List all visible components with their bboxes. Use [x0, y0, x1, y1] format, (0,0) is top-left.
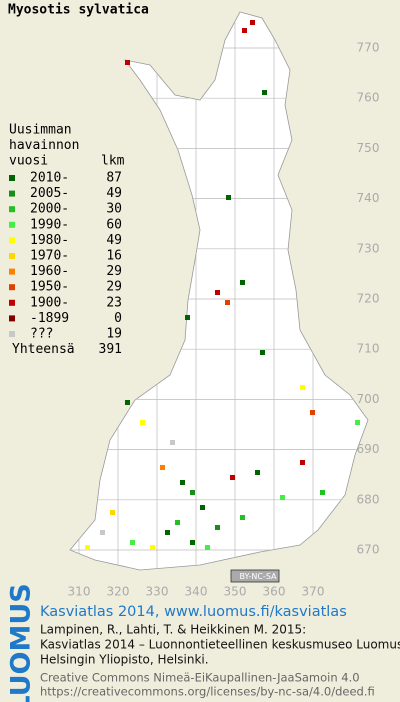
- northing-label: 700: [357, 392, 380, 406]
- legend-heading: Uusimman: [9, 123, 72, 138]
- easting-label: 360: [263, 585, 286, 599]
- legend-swatch: [9, 284, 15, 291]
- legend-total-label: Yhteensä: [12, 342, 75, 357]
- legend-swatch: [9, 299, 15, 306]
- citation-line: Kasviatlas 2014 – Luonnontieteellinen ke…: [40, 638, 400, 652]
- legend-label: 2005-: [30, 186, 69, 201]
- northing-label: 680: [357, 492, 380, 506]
- legend-swatch: [9, 331, 15, 337]
- legend-label: 1970-: [30, 249, 69, 264]
- license-badge-text: BY-NC-SA: [239, 572, 277, 581]
- legend-label: 1980-: [30, 233, 69, 248]
- legend-swatch: [9, 175, 15, 181]
- legend-label: 2010-: [30, 171, 69, 186]
- legend-total: 391: [99, 342, 122, 357]
- legend-swatch: [9, 237, 15, 244]
- legend-count: 87: [106, 171, 122, 186]
- legend-swatch: [9, 268, 15, 275]
- northing-label: 730: [357, 241, 380, 255]
- headline: Kasviatlas 2014, www.luomus.fi/kasviatla…: [40, 604, 347, 620]
- citation-line: Helsingin Yliopisto, Helsinki.: [40, 653, 209, 667]
- legend-label: ???: [30, 327, 53, 342]
- northing-label: 670: [357, 543, 380, 557]
- legend-label: 1950-: [30, 280, 69, 295]
- license-line: https://creativecommons.org/licenses/by-…: [40, 685, 375, 699]
- citation-line: Lampinen, R., Lahti, T. & Heikkinen M. 2…: [40, 623, 306, 637]
- legend-count: 23: [106, 295, 122, 310]
- occurrence-squares: [85, 20, 360, 550]
- license-badge: BY-NC-SA: [230, 569, 280, 583]
- northing-label: 720: [357, 292, 380, 306]
- northing-label: 710: [357, 342, 380, 356]
- legend-count: 0: [114, 311, 122, 326]
- legend-swatch: [9, 221, 15, 228]
- logo: LUOMUS: [6, 583, 37, 702]
- legend-label: 1990-: [30, 217, 69, 232]
- legend-count: 49: [106, 233, 122, 248]
- legend-label: 2000-: [30, 202, 69, 217]
- northing-label: 760: [357, 91, 380, 105]
- legend-count: 16: [106, 249, 122, 264]
- legend-count: 29: [106, 264, 122, 279]
- northing-label: 690: [357, 442, 380, 456]
- legend-count: 30: [106, 202, 122, 217]
- legend-swatch: [9, 206, 15, 213]
- legend-label: 1900-: [30, 295, 69, 310]
- northing-label: 770: [357, 41, 380, 55]
- license-line: Creative Commons Nimeä-EiKaupallinen-Jaa…: [40, 671, 360, 685]
- easting-label: 320: [107, 585, 130, 599]
- easting-label: 330: [146, 585, 169, 599]
- legend-count-heading: lkm: [101, 154, 125, 169]
- easting-label: 340: [185, 585, 208, 599]
- easting-label: 350: [224, 585, 247, 599]
- legend-swatch: [9, 253, 15, 259]
- legend-heading: vuosi: [9, 154, 48, 169]
- easting-label: 370: [302, 585, 325, 599]
- easting-label: 310: [68, 585, 91, 599]
- legend-heading: havainnon: [9, 138, 79, 153]
- legend-label: -1899: [30, 311, 69, 326]
- map-title: Myosotis sylvatica: [8, 3, 149, 18]
- legend-label: 1960-: [30, 264, 69, 279]
- legend-count: 29: [106, 280, 122, 295]
- legend-swatch: [9, 190, 15, 197]
- legend-count: 19: [106, 327, 122, 342]
- northing-label: 750: [357, 141, 380, 155]
- legend-count: 49: [106, 186, 122, 201]
- legend-count: 60: [106, 217, 122, 232]
- legend-swatch: [9, 315, 15, 322]
- northing-label: 740: [357, 191, 380, 205]
